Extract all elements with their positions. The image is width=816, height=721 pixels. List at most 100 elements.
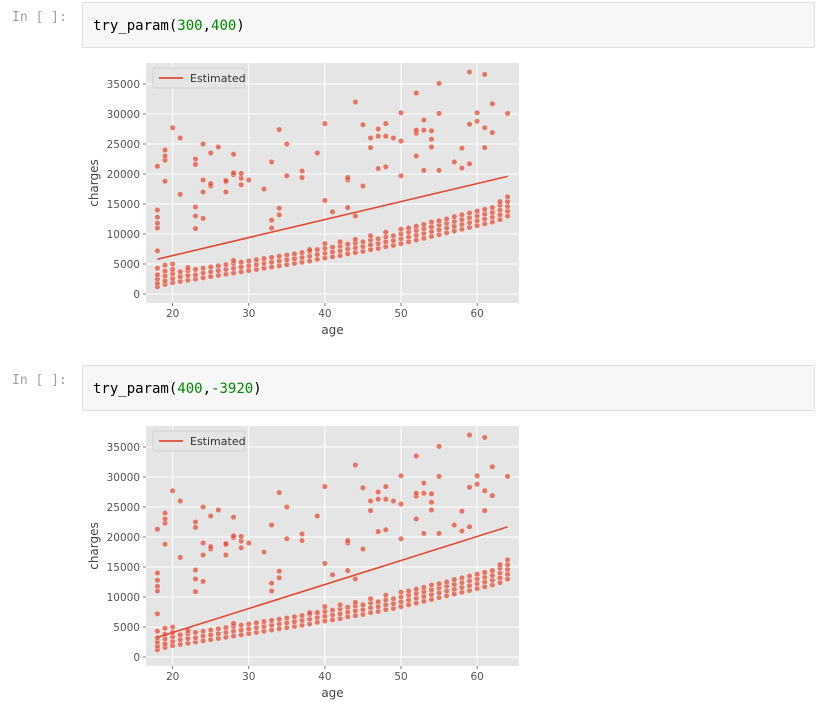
scatter-point (162, 268, 169, 275)
scatter-point (276, 489, 283, 496)
scatter-point (192, 524, 199, 531)
scatter-point (420, 127, 427, 134)
scatter-point (169, 487, 176, 494)
scatter-point (458, 164, 465, 171)
code-sign: - (211, 381, 220, 397)
scatter-point (436, 530, 443, 537)
scatter-point (451, 576, 458, 583)
scatter-point (504, 110, 511, 117)
scatter-point (496, 561, 503, 568)
scatter-point (162, 625, 169, 632)
scatter-point (260, 548, 267, 555)
scatter-point (268, 224, 275, 231)
scatter-point (299, 167, 306, 174)
scatter-point (169, 260, 176, 267)
scatter-point (359, 238, 366, 245)
scatter-point (192, 203, 199, 210)
scatter-point (474, 472, 481, 479)
code-comma: , (202, 18, 212, 34)
scatter-point (154, 206, 161, 213)
scatter-point (245, 539, 252, 546)
scatter-point (390, 595, 397, 602)
scatter-point (200, 265, 207, 272)
scatter-point (260, 255, 267, 262)
scatter-point (436, 80, 443, 87)
scatter-point (405, 224, 412, 231)
scatter-point (390, 232, 397, 239)
scatter-point (200, 503, 207, 510)
scatter-point (481, 71, 488, 78)
scatter-point (481, 124, 488, 131)
scatter-point (238, 544, 245, 551)
scatter-point (481, 507, 488, 514)
y-tick-label: 25000 (107, 502, 140, 514)
y-tick-label: 35000 (107, 79, 140, 91)
scatter-point (192, 225, 199, 232)
scatter-point (367, 507, 374, 514)
code-input-area[interactable]: try_param(300,400) (82, 2, 815, 48)
scatter-point (436, 110, 443, 117)
y-tick-label: 10000 (107, 229, 140, 241)
x-tick-label: 30 (242, 308, 255, 320)
scatter-point (375, 165, 382, 172)
scatter-point (177, 268, 184, 275)
legend-box (152, 67, 246, 89)
scatter-point (245, 620, 252, 627)
scatter-point (398, 172, 405, 179)
scatter-point (268, 217, 275, 224)
scatter-point (466, 484, 473, 491)
scatter-point (443, 215, 450, 222)
scatter-point (169, 124, 176, 131)
code-line[interactable]: try_param(300,400) (93, 18, 245, 34)
scatter-point (154, 214, 161, 221)
scatter-point (329, 607, 336, 614)
code-arg-1: 400 (177, 381, 203, 397)
code-line[interactable]: try_param(400,-3920) (93, 381, 262, 397)
scatter-point (367, 134, 374, 141)
scatter-point (466, 209, 473, 216)
scatter-point (458, 527, 465, 534)
scatter-point (207, 180, 214, 187)
scatter-point (451, 158, 458, 165)
x-tick-label: 60 (470, 308, 483, 320)
legend-entry: Estimated (190, 72, 246, 85)
scatter-point (352, 462, 359, 469)
scatter-point (222, 551, 229, 558)
scatter-point (184, 264, 191, 271)
scatter-point (268, 521, 275, 528)
scatter-point (489, 492, 496, 499)
scatter-point (200, 140, 207, 147)
scatter-point (489, 567, 496, 574)
scatter-point (192, 271, 199, 278)
scatter-point (200, 551, 207, 558)
scatter-point (276, 616, 283, 623)
y-tick-label: 30000 (107, 109, 140, 121)
scatter-plot-chart: 20 30 40 50 60 0 5000 10000 15000 20000 25000 30000… (87, 426, 519, 700)
y-tick-label: 10000 (107, 592, 140, 604)
scatter-point (420, 221, 427, 228)
scatter-point (329, 208, 336, 215)
x-tick-label: 60 (470, 671, 483, 683)
scatter-point (466, 572, 473, 579)
scatter-point (344, 241, 351, 248)
code-arg-2: 400 (211, 18, 237, 34)
scatter-point (398, 472, 405, 479)
scatter-point (154, 163, 161, 170)
cell-output: 20 30 40 50 60 0 5000 10000 15000 20000 25000 30000… (82, 418, 532, 717)
scatter-point (474, 571, 481, 578)
scatter-point (207, 149, 214, 156)
code-arg-1: 300 (177, 18, 203, 34)
code-function: try_param( (93, 18, 178, 34)
scatter-point (375, 598, 382, 605)
scatter-point (200, 539, 207, 546)
scatter-point (268, 254, 275, 261)
scatter-point (382, 229, 389, 236)
scatter-point (222, 540, 229, 547)
scatter-point (268, 587, 275, 594)
code-input-area[interactable]: try_param(400,-3920) (82, 365, 815, 411)
scatter-point (466, 121, 473, 128)
scatter-point (291, 613, 298, 620)
scatter-point (238, 181, 245, 188)
scatter-point (481, 434, 488, 441)
scatter-point (154, 271, 161, 278)
